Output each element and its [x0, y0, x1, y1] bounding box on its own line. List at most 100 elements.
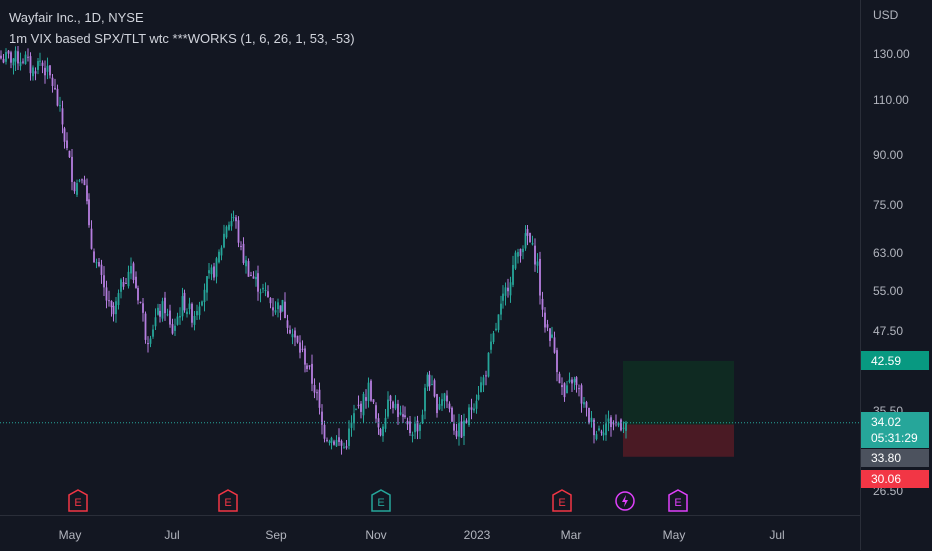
candle-body: [179, 315, 181, 318]
candle-body: [272, 307, 274, 311]
candle-body: [321, 411, 323, 425]
candle-body: [625, 422, 627, 431]
candle-body: [88, 199, 90, 226]
split-event-marker[interactable]: [615, 489, 635, 513]
time-axis[interactable]: May Jul Sep Nov 2023 Mar May Jul: [0, 515, 860, 551]
candle-body: [63, 128, 66, 142]
earnings-event-marker[interactable]: E: [668, 489, 688, 513]
earnings-event-marker[interactable]: E: [68, 489, 88, 513]
candle-body: [578, 388, 580, 390]
candle-body: [512, 265, 514, 285]
last-price-text: 34.02: [871, 415, 902, 429]
candle-body: [504, 287, 507, 296]
candle-body: [139, 301, 142, 303]
candle-body: [539, 258, 541, 296]
profit-zone[interactable]: [623, 360, 734, 425]
earnings-label: E: [74, 497, 81, 509]
candle-body: [14, 50, 17, 62]
candle-body: [27, 56, 29, 58]
candle-body: [12, 58, 15, 66]
candle-body: [419, 424, 421, 431]
candle-body: [255, 276, 257, 280]
candle-body: [279, 305, 282, 313]
candle-body: [519, 248, 522, 257]
candle-body: [389, 395, 392, 402]
candle-body: [296, 335, 299, 343]
loss-zone[interactable]: [623, 424, 734, 457]
candle-body: [558, 373, 561, 384]
price-axis-label: 75.00: [873, 198, 904, 213]
candle-body: [414, 423, 416, 433]
candle-body: [61, 108, 64, 125]
candle-body: [247, 261, 250, 277]
symbol-legend[interactable]: Wayfair Inc., 1D, NYSE: [9, 10, 144, 25]
currency-label[interactable]: USD: [873, 8, 899, 22]
candle-body: [218, 251, 220, 263]
entry-price-tag: 33.80: [861, 449, 929, 467]
candle-body: [524, 233, 527, 249]
candle-body: [24, 54, 27, 64]
candle-body: [240, 245, 242, 247]
candle-body: [509, 282, 512, 296]
candle-body: [593, 419, 595, 436]
candle-body: [220, 247, 223, 256]
candle-body: [497, 314, 500, 330]
price-axis-label: 55.00: [873, 283, 904, 298]
candle-body: [41, 62, 44, 66]
candle-body: [475, 400, 478, 409]
candle-body: [174, 325, 176, 331]
candle-body: [375, 405, 377, 419]
candle-body: [549, 328, 551, 341]
candle-body: [495, 328, 497, 331]
candle-body: [546, 324, 549, 328]
earnings-icon: E: [371, 489, 391, 512]
indicator-legend[interactable]: 1m VIX based SPX/TLT wtc ***WORKS (1, 6,…: [9, 31, 355, 46]
candle-body: [402, 414, 404, 417]
candle-body: [289, 329, 291, 334]
candle-body: [433, 380, 436, 397]
candle-body: [409, 421, 411, 434]
candle-body: [517, 252, 519, 257]
candle-body: [441, 399, 443, 406]
candle-body: [490, 341, 492, 350]
earnings-event-marker[interactable]: E: [371, 489, 391, 513]
candle-body: [526, 229, 529, 236]
candle-body: [399, 412, 402, 415]
candle-body: [19, 61, 22, 67]
candle-body: [115, 301, 117, 315]
candle-body: [110, 300, 113, 308]
candle-body: [607, 418, 610, 422]
candle-body: [477, 394, 480, 400]
candle-body: [534, 245, 536, 265]
candlestick-chart[interactable]: [0, 0, 860, 515]
candle-body: [269, 298, 272, 304]
candle-body: [252, 276, 255, 279]
candle-body: [147, 343, 149, 345]
target-price-tag: 42.59: [861, 351, 929, 370]
candle-body: [345, 446, 348, 448]
earnings-label: E: [558, 497, 565, 509]
candle-body: [215, 258, 218, 277]
candle-body: [362, 393, 365, 416]
candle-body: [225, 226, 228, 238]
candle-body: [448, 403, 451, 409]
candle-body: [431, 384, 433, 386]
candle-body: [274, 310, 277, 313]
earnings-icon: E: [668, 489, 688, 512]
chart-pane[interactable]: Wayfair Inc., 1D, NYSE 1m VIX based SPX/…: [0, 0, 860, 515]
candle-body: [343, 447, 345, 449]
candle-body: [51, 77, 54, 86]
candle-body: [120, 279, 122, 292]
candle-body: [487, 352, 490, 377]
candle-body: [585, 402, 588, 408]
candle-body: [397, 403, 399, 417]
price-axis[interactable]: USD 130.00 110.00 90.00 75.00 63.00 55.00 47.5…: [860, 0, 932, 550]
earnings-event-marker[interactable]: E: [552, 489, 572, 513]
candle-body: [46, 65, 49, 72]
earnings-event-marker[interactable]: E: [218, 489, 238, 513]
candle-body: [176, 316, 179, 325]
stop-price-tag: 30.06: [861, 470, 929, 488]
candle-body: [142, 303, 144, 313]
candle-body: [130, 266, 132, 274]
candle-body: [382, 426, 384, 437]
